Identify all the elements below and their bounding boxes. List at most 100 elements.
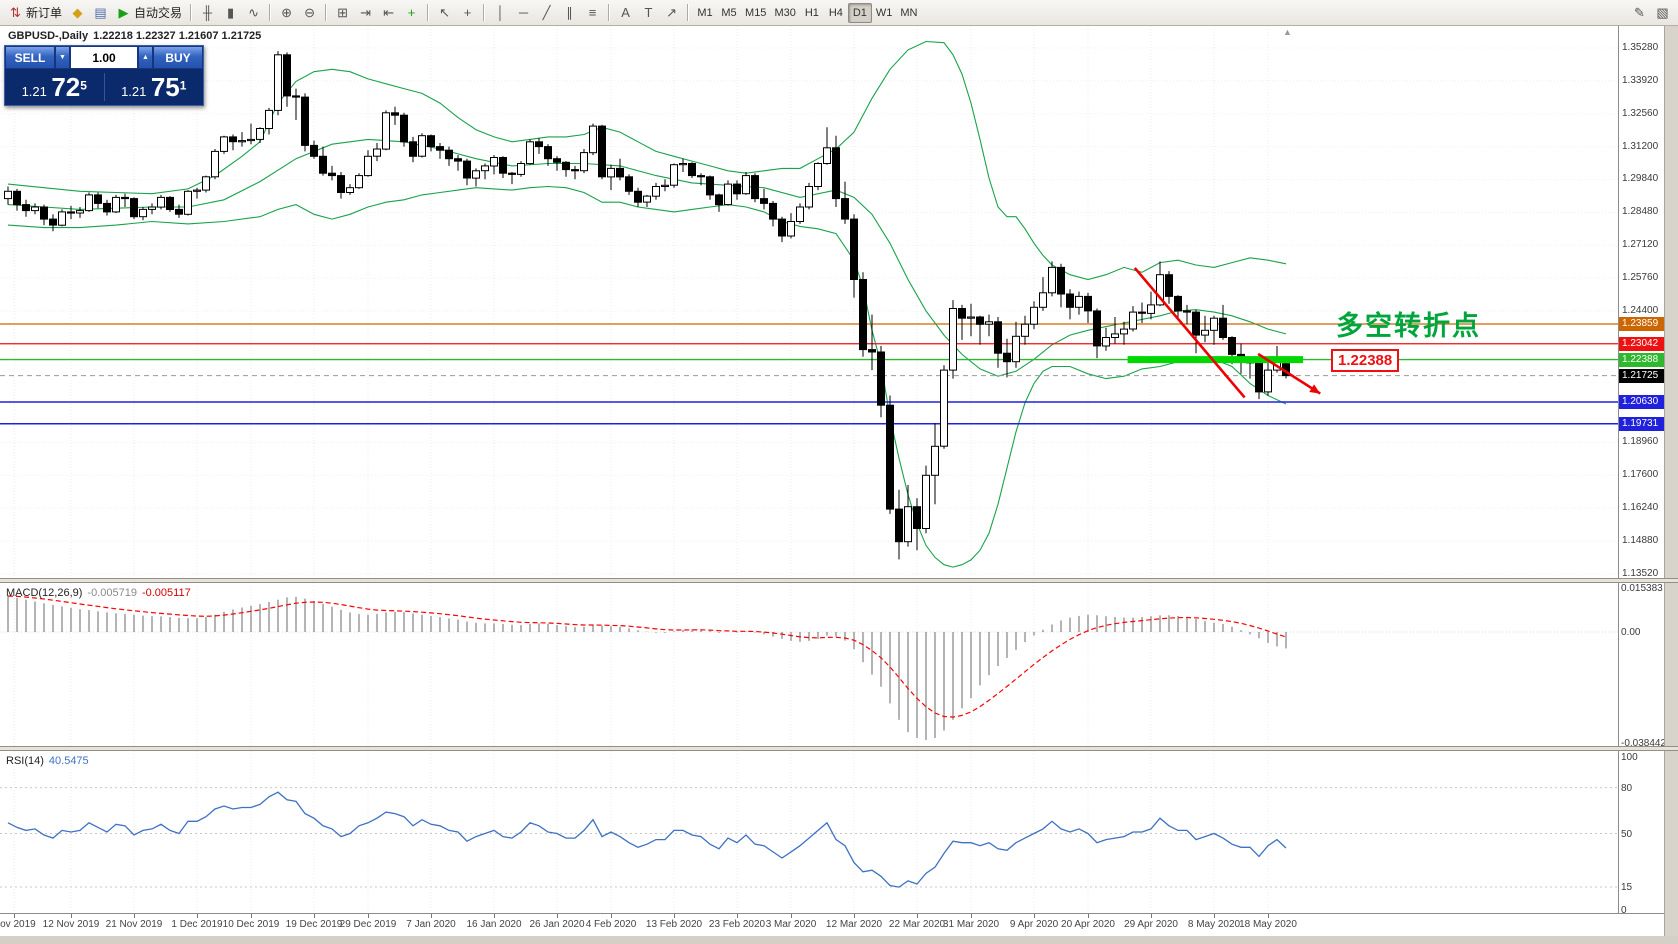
vertical-line-button[interactable]: │: [489, 3, 512, 23]
toolbar-separator: [687, 4, 690, 21]
candlestick-chart-button[interactable]: ▮: [219, 3, 242, 23]
date-label: 7 Jan 2020: [406, 919, 456, 930]
cursor-button[interactable]: ↖: [433, 3, 456, 23]
one-click-trading-panel: SELL ▼ 1.00 ▲ BUY 1.21 725 1.21 751: [4, 45, 204, 106]
sell-price-main: 72: [51, 71, 81, 102]
date-label: 12 Nov 2019: [42, 919, 100, 930]
toolbar-separator: [608, 4, 611, 21]
draw-button[interactable]: ✎: [1628, 3, 1651, 23]
timeframe-m1-button[interactable]: M1: [693, 3, 717, 23]
date-label: 10 Dec 2019: [222, 919, 280, 930]
date-label: 12 Mar 2020: [825, 919, 883, 930]
date-tick: [134, 914, 135, 918]
text-button[interactable]: A: [614, 3, 637, 23]
time-axis[interactable]: Nov 2019 12 Nov 2019 21 Nov 2019 1 Dec 2019…: [0, 913, 1664, 936]
date-tick: [431, 914, 432, 918]
chart-shift-button[interactable]: ⇤: [377, 3, 400, 23]
price-tag-1.23859: 1.23859: [1619, 317, 1665, 331]
chart-shift-marker[interactable]: ▲: [1283, 27, 1292, 37]
indicators-button[interactable]: +: [400, 3, 423, 23]
date-tick: [737, 914, 738, 918]
horizontal-line-button[interactable]: ─: [512, 3, 535, 23]
ohlc-bars-button[interactable]: ╫: [196, 3, 219, 23]
panel-splitter-2[interactable]: [0, 746, 1678, 751]
zoom-out-button[interactable]: ⊖: [298, 3, 321, 23]
tile-windows-button[interactable]: ⊞: [331, 3, 354, 23]
timeframe-m30-button[interactable]: M30: [770, 3, 799, 23]
support-zone-bar[interactable]: [1127, 356, 1304, 364]
profiles-icon: ▤: [94, 5, 107, 20]
toolbar-right-group: ✎ ▧: [1628, 0, 1674, 25]
rsi-name: RSI(14): [6, 755, 44, 767]
timeframe-w1-button[interactable]: W1: [872, 3, 897, 23]
price-tag-1.19731: 1.19731: [1619, 416, 1665, 431]
date-label: 29 Apr 2020: [1124, 919, 1178, 930]
symbol-period-label: GBPUSD-,Daily: [8, 30, 89, 42]
toolbar-separator: [325, 4, 328, 21]
trend-arrow-1[interactable]: [1133, 267, 1246, 399]
price-tick: 1.25760: [1622, 272, 1659, 284]
timeframe-d1-button[interactable]: D1: [847, 2, 872, 23]
timeframe-m15-button[interactable]: M15: [741, 3, 770, 23]
candles-layer[interactable]: [4, 51, 1290, 560]
chart-title: GBPUSD-,Daily 1.22218 1.22327 1.21607 1.2…: [8, 30, 261, 42]
buy-button[interactable]: BUY: [153, 46, 203, 69]
price-divider: [103, 73, 105, 101]
price-tick: 1.18960: [1622, 436, 1659, 448]
panel-splitter-1[interactable]: [0, 578, 1678, 583]
fibonacci-button[interactable]: ≡: [581, 3, 604, 23]
date-tick: [917, 914, 918, 918]
date-label: 29 Dec 2019: [339, 919, 397, 930]
price-axis[interactable]: 1.35280 1.33920 1.32560 1.31200 1.29840 1.284…: [1618, 26, 1665, 913]
volume-increase-button[interactable]: ▲: [138, 46, 153, 69]
line-chart-icon: ∿: [248, 5, 259, 20]
sell-button[interactable]: SELL: [5, 46, 55, 69]
price-tick: 1.17600: [1622, 469, 1659, 481]
draw-icon: ✎: [1634, 5, 1645, 20]
line-chart-button[interactable]: ∿: [242, 3, 265, 23]
window-edge-scrollbar[interactable]: [1664, 26, 1678, 944]
ohlc-values: 1.22218 1.22327 1.21607 1.21725: [93, 30, 262, 42]
autotrading-button[interactable]: ▶ 自动交易: [112, 3, 186, 23]
date-label: 13 Feb 2020: [645, 919, 703, 930]
layers-icon: ▧: [1656, 5, 1669, 20]
layers-button[interactable]: ▧: [1651, 3, 1674, 23]
timeframe-m5-button[interactable]: M5: [717, 3, 741, 23]
auto-scroll-button[interactable]: ⇥: [354, 3, 377, 23]
price-tick: 1.16240: [1622, 502, 1659, 514]
price-callout-annotation: 1.22388: [1331, 349, 1400, 372]
sell-price[interactable]: 1.21 725: [5, 72, 104, 103]
label-button[interactable]: T: [637, 3, 660, 23]
volume-decrease-button[interactable]: ▼: [55, 46, 70, 69]
volume-input[interactable]: 1.00: [70, 46, 138, 69]
main-chart[interactable]: [0, 26, 1618, 578]
macd-grid: [0, 583, 1618, 746]
timeframe-mn-button[interactable]: MN: [896, 3, 921, 23]
arrows-button[interactable]: ↗: [660, 3, 683, 23]
horizontal-line-icon: ─: [518, 5, 529, 20]
date-label: 8 May 2020: [1187, 919, 1241, 930]
zoom-in-button[interactable]: ⊕: [275, 3, 298, 23]
symbols-button[interactable]: ◆: [66, 3, 89, 23]
crosshair-button[interactable]: +: [456, 3, 479, 23]
profiles-button[interactable]: ▤: [89, 3, 112, 23]
trend-arrow-2[interactable]: [1257, 352, 1321, 395]
trendline-button[interactable]: ╱: [535, 3, 558, 23]
date-label: 20 Apr 2020: [1061, 919, 1115, 930]
indicators-icon: +: [407, 5, 416, 20]
date-label: 31 Mar 2020: [942, 919, 1000, 930]
new-order-button[interactable]: ⇅ 新订单: [4, 3, 66, 23]
price-tick: 1.24400: [1622, 304, 1659, 316]
toolbar-separator: [483, 4, 486, 21]
rsi-panel[interactable]: [0, 751, 1618, 913]
date-label: 22 Mar 2020: [888, 919, 946, 930]
macd-panel[interactable]: [0, 583, 1618, 746]
chart-shift-icon: ⇤: [383, 5, 394, 20]
symbols-icon: ◆: [72, 5, 83, 20]
timeframe-h4-button[interactable]: H4: [824, 3, 848, 23]
timeframe-h1-button[interactable]: H1: [800, 3, 824, 23]
rsi-scale-tick: 50: [1621, 828, 1633, 840]
buy-price[interactable]: 1.21 751: [105, 72, 204, 103]
channel-button[interactable]: ∥: [558, 3, 581, 23]
